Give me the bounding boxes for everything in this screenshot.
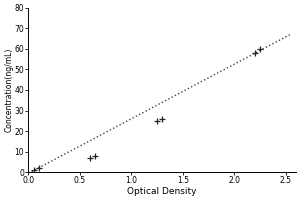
Y-axis label: Concentration(ng/mL): Concentration(ng/mL) [4,48,13,132]
Point [93,154,98,157]
Point [31,169,36,172]
Point [160,117,165,120]
Point [257,47,262,50]
Point [88,156,93,159]
Point [36,167,41,170]
Point [252,51,257,55]
Point [154,119,159,122]
X-axis label: Optical Density: Optical Density [128,187,197,196]
